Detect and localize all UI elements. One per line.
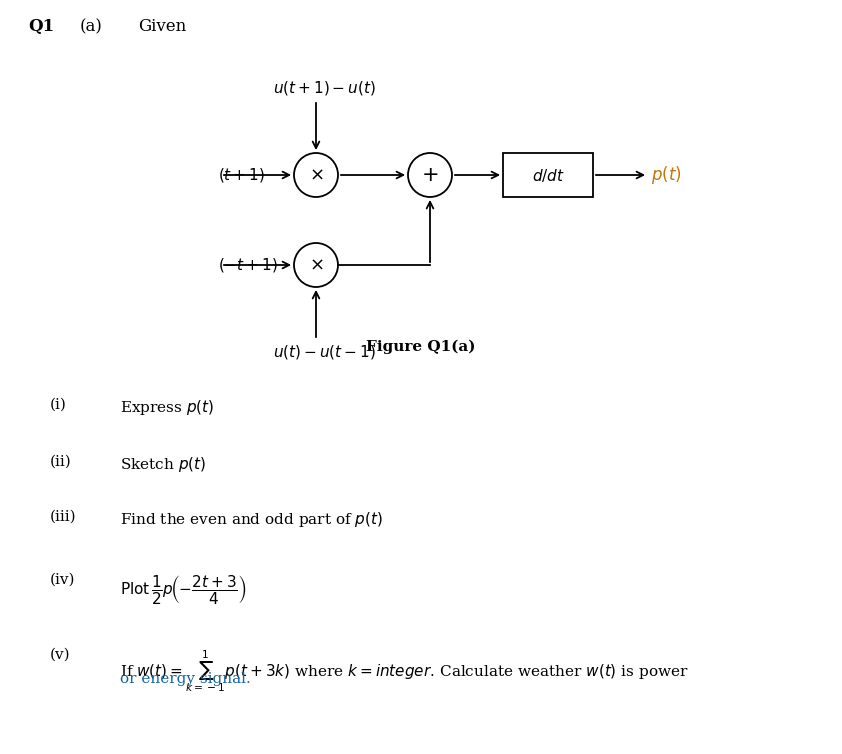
Text: $d/dt$: $d/dt$ xyxy=(531,167,564,183)
Text: $u(t + 1) - u(t)$: $u(t + 1) - u(t)$ xyxy=(273,79,376,97)
Text: $\times$: $\times$ xyxy=(309,256,323,274)
Text: $u(t) - u(t - 1)$: $u(t) - u(t - 1)$ xyxy=(273,343,376,361)
Text: Figure Q1(a): Figure Q1(a) xyxy=(366,340,476,354)
Text: Express $p(t)$: Express $p(t)$ xyxy=(120,398,215,417)
Text: If $w(t) = \sum_{k=-1}^{1} p(t + 3k)$ where $k = \mathit{integer}$. Calculate we: If $w(t) = \sum_{k=-1}^{1} p(t + 3k)$ wh… xyxy=(120,648,689,694)
Text: (iv): (iv) xyxy=(50,573,76,587)
Text: $\times$: $\times$ xyxy=(309,166,323,184)
Text: Q1: Q1 xyxy=(28,18,54,35)
Text: (a): (a) xyxy=(80,18,103,35)
Text: $\mathrm{Plot}\,\dfrac{1}{2}p\!\left(-\dfrac{2t+3}{4}\right)$: $\mathrm{Plot}\,\dfrac{1}{2}p\!\left(-\d… xyxy=(120,573,247,606)
Text: (v): (v) xyxy=(50,648,71,662)
Text: (iii): (iii) xyxy=(50,510,77,524)
Text: $p(t)$: $p(t)$ xyxy=(651,164,682,186)
Text: Given: Given xyxy=(138,18,186,35)
FancyBboxPatch shape xyxy=(503,153,593,197)
Text: Sketch $p(t)$: Sketch $p(t)$ xyxy=(120,455,206,474)
Text: (ii): (ii) xyxy=(50,455,72,469)
Text: $(t + 1)$: $(t + 1)$ xyxy=(218,166,265,184)
Text: $+$: $+$ xyxy=(421,165,439,185)
Text: $(-t + 1)$: $(-t + 1)$ xyxy=(218,256,278,274)
Text: or energy signal.: or energy signal. xyxy=(120,672,251,686)
Text: (i): (i) xyxy=(50,398,67,412)
Text: Find the even and odd part of $p(t)$: Find the even and odd part of $p(t)$ xyxy=(120,510,383,529)
